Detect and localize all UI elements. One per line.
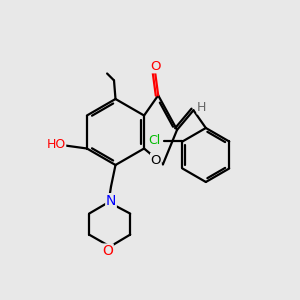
- Text: Cl: Cl: [149, 134, 161, 147]
- Text: O: O: [102, 244, 113, 258]
- Text: O: O: [151, 60, 161, 73]
- Text: O: O: [151, 154, 161, 166]
- Text: H: H: [197, 101, 206, 114]
- Text: HO: HO: [46, 138, 66, 152]
- Text: N: N: [106, 194, 116, 208]
